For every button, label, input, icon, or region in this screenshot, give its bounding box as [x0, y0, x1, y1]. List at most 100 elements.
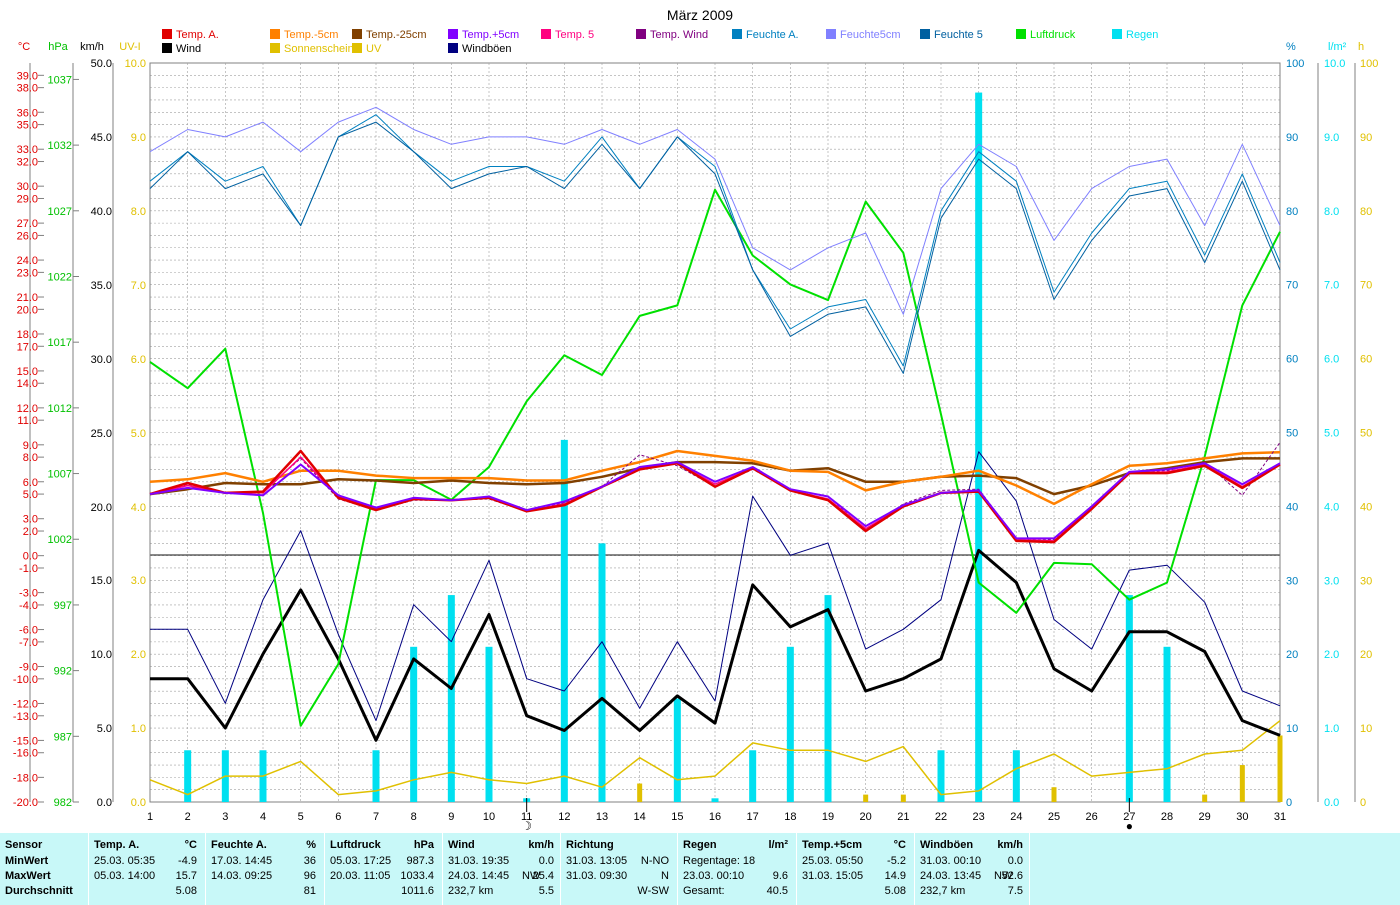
stats-header: Luftdruck: [330, 839, 381, 851]
rain-bar: [749, 750, 757, 802]
x-tick-label: 5: [298, 811, 304, 823]
temp-tick-label: 3.0: [23, 514, 38, 526]
rain-bar: [711, 798, 719, 802]
stats-header: Temp.+5cm: [802, 839, 863, 851]
right-tick-label: 60: [1286, 354, 1298, 366]
stats-richtung: Richtung 31.03. 13:05 N-NO 31.03. 09:30 …: [561, 833, 678, 905]
x-tick-label: 31: [1274, 811, 1286, 823]
stats-wind: Wind km/h 31.03. 19:35 0.0 24.03. 14:45 …: [443, 833, 561, 905]
hpa-axis-unit: hPa: [48, 41, 68, 53]
hpa-tick-label: 1012: [48, 403, 72, 415]
right-tick-label: 0: [1286, 797, 1292, 809]
temp-tick-label: -12.0: [13, 698, 38, 710]
x-tick-label: 8: [411, 811, 417, 823]
legend-swatch: [270, 29, 280, 39]
stats-min: 36: [303, 855, 316, 867]
temp-tick-label: 12.0: [17, 403, 38, 415]
moon-icon: ●: [1126, 819, 1133, 830]
stats-total-label: Gesamt:: [683, 885, 725, 897]
temp-tick-label: -1.0: [19, 563, 38, 575]
temp-tick-label: -16.0: [13, 748, 38, 760]
stats-min-ts: 05.03. 17:25: [330, 855, 392, 867]
right-tick-label: 10: [1360, 723, 1372, 735]
rain-bar: [598, 543, 606, 802]
uv-bar: [1239, 765, 1245, 802]
hpa-tick-label: 1032: [48, 140, 72, 152]
rain-bar: [560, 439, 568, 802]
stats-min-ts: 17.03. 14:45: [211, 855, 273, 867]
legend-swatch: [732, 29, 742, 39]
stats-unit: km/h: [528, 839, 554, 851]
x-tick-label: 15: [671, 811, 683, 823]
kmh-tick-label: 50.0: [91, 58, 112, 70]
right-tick-label: 0.0: [1324, 797, 1339, 809]
stats-distance: 232,7 km: [448, 885, 494, 897]
stats-rowlabel: Sensor: [5, 839, 43, 851]
x-tick-label: 7: [373, 811, 379, 823]
x-tick-label: 27: [1123, 811, 1135, 823]
hpa-tick-label: 992: [54, 666, 72, 678]
stats-total: 40.5: [766, 885, 788, 897]
stats-max: 1033.4: [400, 870, 434, 882]
legend-label: Feuchte 5: [934, 29, 983, 41]
kmh-tick-label: 30.0: [91, 354, 112, 366]
right-tick-label: 100: [1360, 58, 1378, 70]
right-tick-label: 60: [1360, 354, 1372, 366]
uv-tick-label: 7.0: [131, 280, 146, 292]
legend-swatch: [541, 29, 551, 39]
x-tick-label: 18: [784, 811, 796, 823]
bar-series: [184, 92, 1283, 802]
temp-tick-label: -9.0: [19, 662, 38, 674]
x-tick-label: 11: [521, 811, 532, 823]
hpa-tick-label: 1017: [48, 337, 72, 349]
temp-tick-label: 5.0: [23, 489, 38, 501]
stats-unit: °C: [184, 839, 197, 851]
legend-swatch: [920, 29, 930, 39]
x-tick-label: 26: [1086, 811, 1098, 823]
x-tick-label: 16: [709, 811, 721, 823]
temp-tick-label: 0.0: [23, 551, 38, 563]
right-tick-label: 0: [1360, 797, 1366, 809]
right-tick-label: 40: [1360, 501, 1372, 513]
temp-tick-label: -18.0: [13, 772, 38, 784]
temp-tick-label: 38.0: [17, 83, 38, 95]
kmh-tick-label: 15.0: [91, 575, 112, 587]
uv-tick-label: 4.0: [131, 502, 146, 514]
temp-a-line: [149, 449, 1281, 544]
x-tick-label: 22: [935, 811, 947, 823]
legend: Temp. A. Temp.-5cm Temp.-25cm Temp.+5cm Temp…: [162, 29, 1158, 55]
temp-tick-label: -20.0: [13, 797, 38, 809]
temp-tick-label: 29.0: [17, 193, 38, 205]
legend-label: Wind: [176, 43, 201, 55]
x-tick-label: 13: [596, 811, 608, 823]
right-tick-label: 7.0: [1324, 280, 1339, 292]
stats-unit: %: [306, 839, 316, 851]
humidity-5-line: [149, 121, 1281, 374]
temp-tick-label: -4.0: [19, 600, 38, 612]
legend-swatch: [352, 43, 362, 53]
right-axis-unit: h: [1358, 41, 1364, 53]
stats-min: N-NO: [640, 855, 669, 867]
x-tick-label: 9: [448, 811, 454, 823]
hpa-tick-label: 1022: [48, 271, 72, 283]
legend-label: Regen: [1126, 29, 1158, 41]
stats-unit: l/m²: [768, 839, 788, 851]
temp-axis-unit: °C: [18, 41, 30, 53]
temp-tick-label: -7.0: [19, 637, 38, 649]
right-tick-label: 80: [1360, 206, 1372, 218]
stats-max-ts: 05.03. 14:00: [94, 870, 156, 882]
kmh-tick-label: 10.0: [91, 649, 112, 661]
temp-tick-label: 32.0: [17, 157, 38, 169]
stats-rowlabel: Durchschnitt: [5, 885, 73, 897]
temp-tick-label: 35.0: [17, 120, 38, 132]
legend-label: Temp.+5cm: [462, 29, 519, 41]
kmh-tick-label: 40.0: [91, 206, 112, 218]
stats-max-ts: 20.03. 11:05: [330, 870, 391, 882]
rain-bar: [786, 646, 794, 802]
rain-bar: [184, 750, 192, 802]
temp-tick-label: 21.0: [17, 292, 38, 304]
hpa-tick-label: 1002: [48, 534, 72, 546]
right-tick-label: 1.0: [1324, 723, 1339, 735]
right-tick-label: 8.0: [1324, 206, 1339, 218]
uv-tick-label: 8.0: [131, 206, 146, 218]
